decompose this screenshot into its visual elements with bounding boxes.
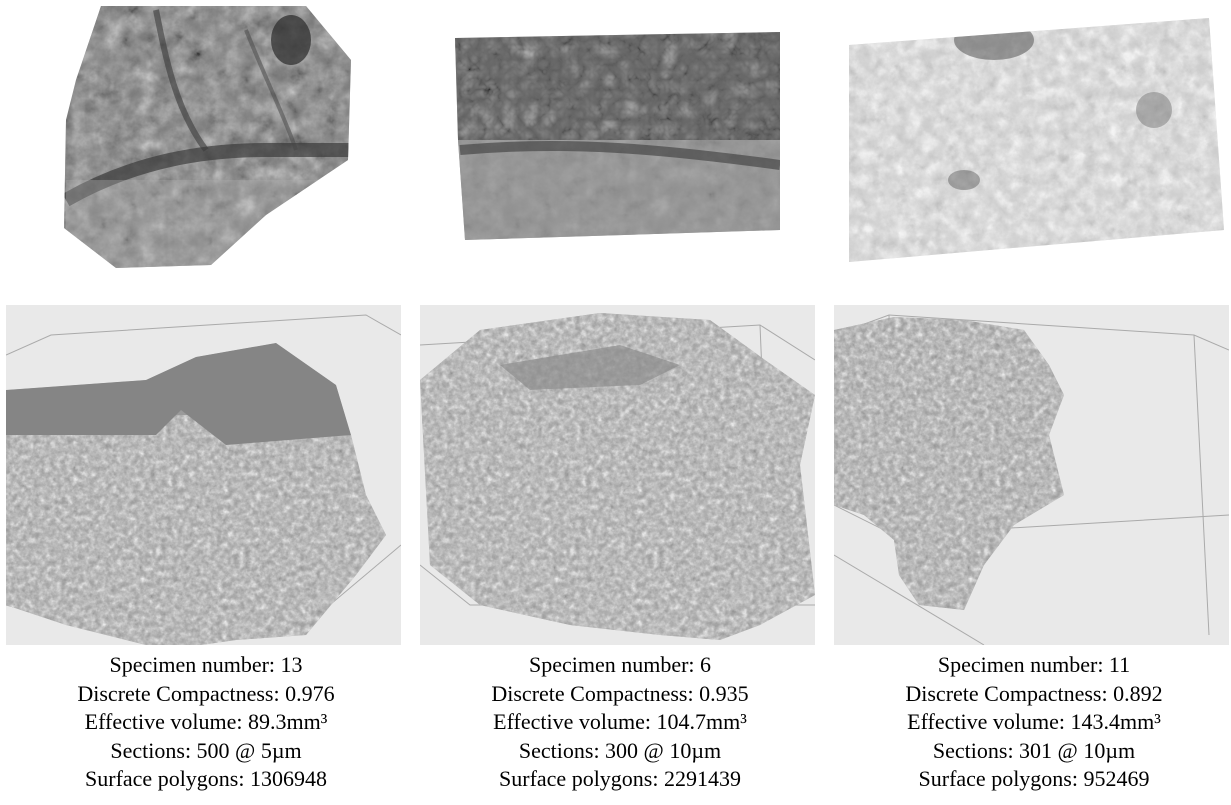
histology-section-image (64, 6, 351, 268)
discrete-compactness-label: Discrete Compactness: 0.892 (905, 680, 1163, 706)
3d-surface-render (6, 305, 401, 645)
specimen-caption: Specimen number: 6 Discrete Compactness:… (420, 651, 820, 794)
specimen-number-label: Specimen number: 13 (109, 652, 303, 677)
specimen-number-label: Specimen number: 11 (937, 652, 1131, 677)
surface-polygons-label: Surface polygons: 952469 (918, 766, 1150, 791)
sections-label: Sections: 300 @ 10µm (518, 737, 722, 763)
effective-volume-label: Effective volume: 89.3mm³ (84, 709, 328, 734)
sections-label: Sections: 301 @ 10µm (932, 737, 1136, 763)
discrete-compactness-label: Discrete Compactness: 0.935 (491, 680, 749, 706)
3d-surface-render (834, 305, 1229, 645)
effective-volume-label: Effective volume: 104.7mm³ (493, 709, 747, 734)
specimen-panel-6: Specimen number: 6 Discrete Compactness:… (420, 0, 820, 805)
specimen-caption: Specimen number: 11 Discrete Compactness… (834, 651, 1231, 794)
specimen-caption: Specimen number: 13 Discrete Compactness… (6, 651, 406, 794)
sections-label: Sections: 500 @ 5µm (110, 737, 302, 763)
histology-section-image (849, 18, 1224, 262)
histology-section-image (455, 32, 780, 240)
discrete-compactness-label: Discrete Compactness: 0.976 (77, 680, 335, 706)
specimen-panel-11: Specimen number: 11 Discrete Compactness… (834, 0, 1231, 805)
surface-polygons-label: Surface polygons: 2291439 (499, 766, 741, 791)
effective-volume-label: Effective volume: 143.4mm³ (907, 709, 1161, 734)
surface-polygons-label: Surface polygons: 1306948 (85, 766, 327, 791)
specimen-panel-13: Specimen number: 13 Discrete Compactness… (6, 0, 406, 805)
3d-surface-render (420, 305, 815, 645)
specimen-number-label: Specimen number: 6 (528, 652, 712, 677)
